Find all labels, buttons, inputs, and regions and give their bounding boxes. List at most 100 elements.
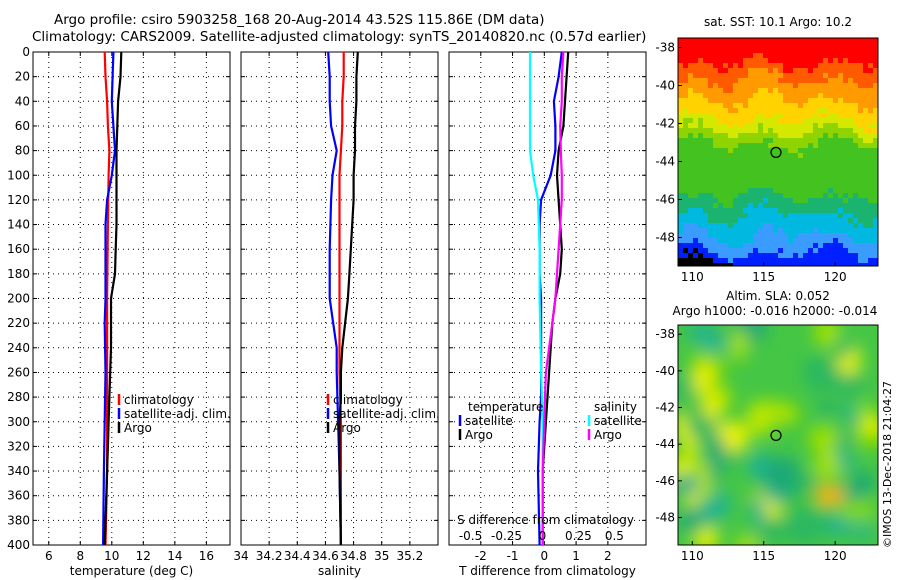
heatmap-cell	[818, 208, 824, 214]
heatmap-cell	[718, 98, 724, 104]
heatmap-cell	[688, 193, 694, 199]
heatmap-cell	[723, 88, 729, 94]
heatmap-cell	[813, 233, 819, 239]
heatmap-cell	[848, 263, 854, 266]
heatmap-cell	[833, 78, 839, 84]
heatmap-cell	[813, 243, 819, 249]
heatmap-cell	[853, 158, 859, 164]
heatmap-cell	[783, 238, 789, 244]
heatmap-cell	[853, 258, 859, 264]
heatmap-cell	[773, 223, 779, 229]
heatmap-cell	[873, 178, 878, 184]
heatmap-cell	[818, 113, 824, 119]
heatmap-cell	[833, 83, 839, 89]
heatmap-cell	[738, 88, 744, 94]
heatmap-cell	[868, 138, 874, 144]
heatmap-cell	[693, 163, 699, 169]
y-tick-label: 80	[15, 144, 30, 158]
heatmap-cell	[798, 243, 804, 249]
heatmap-cell	[823, 258, 829, 264]
heatmap-cell	[803, 148, 809, 154]
heatmap-cell	[783, 118, 789, 124]
heatmap-cell	[773, 208, 779, 214]
heatmap-cell	[783, 53, 789, 59]
heatmap-cell	[703, 243, 709, 249]
heatmap-cell	[868, 218, 874, 224]
heatmap-cell	[748, 158, 754, 164]
heatmap-cell	[803, 73, 809, 79]
map-title: Altim. SLA: 0.052	[726, 289, 830, 303]
heatmap-cell	[843, 258, 849, 264]
heatmap-cell	[858, 88, 864, 94]
heatmap-cell	[843, 158, 849, 164]
heatmap-cell	[813, 78, 819, 84]
heatmap-cell	[758, 108, 764, 114]
heatmap-cell	[843, 133, 849, 139]
heatmap-cell	[808, 203, 814, 209]
heatmap-cell	[798, 263, 804, 266]
heatmap-cell	[868, 93, 874, 99]
heatmap-cell	[838, 83, 844, 89]
heatmap-cell	[728, 213, 734, 219]
heatmap-cell	[728, 108, 734, 114]
heatmap-cell	[798, 193, 804, 199]
heatmap-cell	[783, 178, 789, 184]
heatmap-cell	[838, 178, 844, 184]
heatmap-cell	[848, 148, 854, 154]
heatmap-cell	[768, 108, 774, 114]
heatmap-cell	[758, 198, 764, 204]
argo-position-marker	[770, 429, 782, 441]
heatmap-cell	[743, 263, 749, 266]
heatmap-cell	[828, 208, 834, 214]
heatmap-cell	[758, 133, 764, 139]
heatmap-cell	[858, 253, 864, 259]
heatmap-cell	[678, 173, 684, 179]
heatmap-cell	[833, 258, 839, 264]
heatmap-cell	[853, 128, 859, 134]
heatmap-cell	[808, 128, 814, 134]
heatmap-cell	[778, 178, 784, 184]
heatmap-cell	[688, 168, 694, 174]
heatmap-cell	[868, 108, 874, 114]
heatmap-cell	[868, 213, 874, 219]
heatmap-cell	[858, 48, 864, 54]
heatmap-cell	[808, 178, 814, 184]
heatmap-cell	[818, 263, 824, 266]
heatmap-cell	[838, 78, 844, 84]
heatmap-cell	[873, 238, 878, 244]
heatmap-cell	[813, 168, 819, 174]
heatmap-cell	[873, 198, 878, 204]
heatmap-cell	[833, 163, 839, 169]
heatmap-cell	[753, 263, 759, 266]
heatmap-cell	[793, 193, 799, 199]
heatmap-cell	[813, 208, 819, 214]
heatmap-cell	[853, 63, 859, 69]
heatmap-cell	[693, 193, 699, 199]
heatmap-cell	[843, 148, 849, 154]
heatmap-cell	[758, 253, 764, 259]
heatmap-cell	[728, 118, 734, 124]
heatmap-cell	[848, 93, 854, 99]
heatmap-cell	[858, 83, 864, 89]
heatmap-cell	[873, 143, 878, 149]
heatmap-cell	[678, 208, 684, 214]
y-tick-label: 40	[15, 94, 30, 108]
heatmap-cell	[758, 243, 764, 249]
heatmap-cell	[763, 78, 769, 84]
heatmap-cell	[723, 48, 729, 54]
heatmap-cell	[818, 83, 824, 89]
heatmap-cell	[823, 58, 829, 64]
heatmap-cell	[873, 258, 878, 264]
heatmap-cell	[788, 228, 794, 234]
heatmap-cell	[693, 228, 699, 234]
heatmap-cell	[678, 133, 684, 139]
heatmap-cell	[768, 78, 774, 84]
y-tick-label: -42	[655, 117, 675, 131]
heatmap-cell	[678, 248, 684, 254]
heatmap-cell	[723, 123, 729, 129]
heatmap-cell	[808, 243, 814, 249]
heatmap-cell	[723, 243, 729, 249]
heatmap-cell	[873, 183, 878, 189]
heatmap-cell	[778, 158, 784, 164]
heatmap-cell	[803, 128, 809, 134]
